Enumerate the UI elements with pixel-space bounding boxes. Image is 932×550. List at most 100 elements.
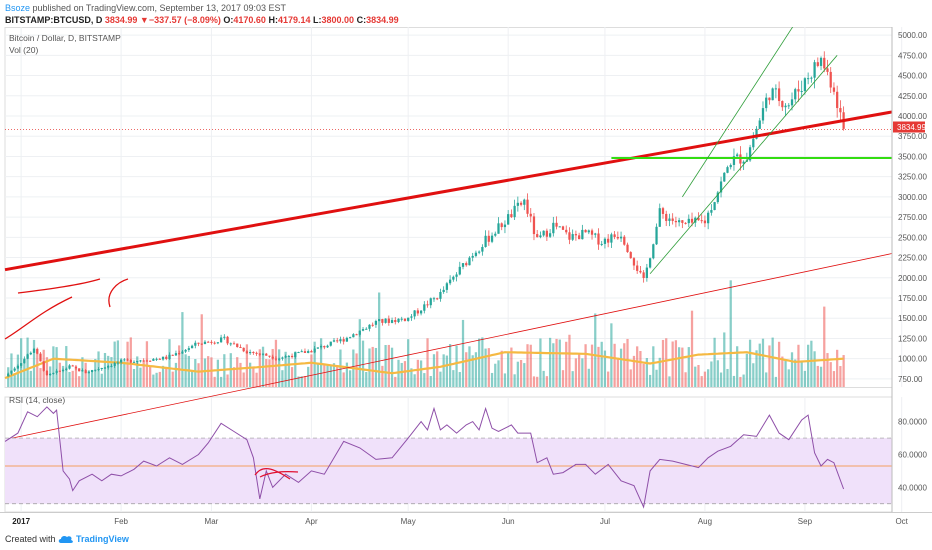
candle-body: [74, 366, 78, 369]
candle-body: [716, 192, 719, 203]
volume-bar: [542, 370, 545, 387]
candle-body: [600, 243, 603, 245]
footer: Created with TradingView: [0, 530, 932, 550]
candle-body: [752, 138, 755, 148]
volume-bar: [239, 362, 242, 387]
volume-bar: [661, 339, 665, 387]
candle-body: [207, 341, 210, 343]
low-label: L:: [313, 15, 322, 25]
candle-body: [539, 235, 542, 238]
symbol-name[interactable]: BITSTAMP:BTCUSD, D: [5, 15, 103, 25]
volume-bar: [271, 348, 274, 387]
volume-bar: [636, 346, 639, 387]
high-label: H:: [268, 15, 278, 25]
volume-bar: [403, 361, 407, 387]
candle-body: [178, 353, 181, 355]
candle-body: [726, 167, 729, 173]
candle-body: [648, 258, 652, 268]
y-tick-label: 4750.00: [898, 51, 927, 60]
volume-bar: [319, 338, 323, 387]
candle-body: [323, 346, 326, 348]
volume-bar: [519, 359, 523, 387]
volume-bar: [155, 372, 158, 387]
volume-bar: [268, 359, 271, 387]
volume-bar: [452, 370, 455, 387]
candle-body: [519, 202, 523, 205]
volume-bar: [294, 351, 297, 387]
volume-bar: [474, 352, 478, 387]
candle-body: [332, 340, 336, 342]
rsi-y-tick-label: 60.0000: [898, 451, 927, 460]
volume-bar: [623, 343, 626, 387]
volume-bar: [142, 361, 145, 387]
volume-bar: [439, 371, 442, 387]
candle-body: [216, 342, 220, 344]
candle-body: [532, 216, 536, 235]
candle-body: [461, 263, 465, 267]
volume-bar: [739, 376, 742, 387]
hand-drawn-stroke: [17, 278, 101, 294]
candle-body: [336, 340, 339, 342]
volume-bar: [429, 376, 432, 387]
candle-body: [661, 208, 665, 214]
volume-bar: [600, 341, 603, 387]
red-trendline-lower: [4, 253, 893, 440]
volume-bar: [768, 345, 771, 387]
volume-bar: [213, 376, 216, 387]
change-down-icon: ▼: [139, 15, 149, 25]
candle-body: [303, 351, 307, 353]
candle-body: [813, 62, 816, 78]
volume-bar: [607, 371, 610, 387]
volume-bar: [665, 338, 668, 387]
candle-body: [790, 99, 794, 106]
series-title: Bitcoin / Dollar, D, BITSTAMP: [9, 33, 121, 43]
candle-body: [652, 244, 655, 259]
tradingview-brand[interactable]: TradingView: [76, 534, 129, 544]
candle-body: [13, 368, 16, 371]
x-tick-label: Sep: [798, 517, 813, 526]
volume-bar: [836, 349, 839, 387]
candle-body: [426, 304, 429, 306]
candle-body: [200, 343, 203, 345]
volume-bar: [81, 357, 84, 387]
price-chart[interactable]: 2017FebMarAprMayJunJulAugSepOctNov750.00…: [0, 27, 932, 530]
volume-bar: [787, 369, 790, 387]
y-tick-label: 2750.00: [898, 213, 927, 222]
volume-bar: [794, 359, 797, 387]
volume-bar: [384, 345, 387, 387]
volume-bar: [461, 319, 465, 387]
candle-body: [478, 251, 481, 253]
candle-body: [49, 374, 52, 376]
candle-body: [255, 352, 258, 354]
volume-bar: [752, 363, 755, 387]
candle-body: [158, 358, 161, 360]
trend-drawings: [4, 27, 893, 440]
author-link[interactable]: Bsoze: [5, 3, 31, 13]
candle-body: [374, 320, 378, 325]
candle-body: [632, 258, 636, 266]
candle-body: [558, 226, 561, 228]
candle-body: [736, 154, 739, 157]
volume-bar: [342, 372, 345, 387]
volume-bar: [487, 348, 490, 387]
x-tick-label: Aug: [698, 517, 712, 526]
candle-body: [565, 229, 568, 233]
volume-bar: [119, 359, 123, 387]
volume-bar: [423, 373, 426, 387]
volume-bar: [819, 366, 823, 387]
volume-bar: [581, 358, 584, 387]
candle-body: [90, 370, 94, 373]
candle-body: [242, 347, 245, 352]
published-text: published on TradingView.com, September …: [32, 3, 287, 13]
candle-body: [610, 234, 613, 243]
candle-body: [403, 318, 407, 321]
candle-body: [161, 356, 165, 360]
hand-drawn-stroke: [108, 278, 129, 308]
candle-body: [103, 367, 107, 369]
candle-body: [442, 289, 445, 292]
candle-body: [348, 337, 352, 339]
volume-bar: [232, 367, 236, 387]
y-tick-label: 4500.00: [898, 72, 927, 81]
volume-bar: [674, 340, 678, 387]
volume-bar: [329, 364, 332, 387]
